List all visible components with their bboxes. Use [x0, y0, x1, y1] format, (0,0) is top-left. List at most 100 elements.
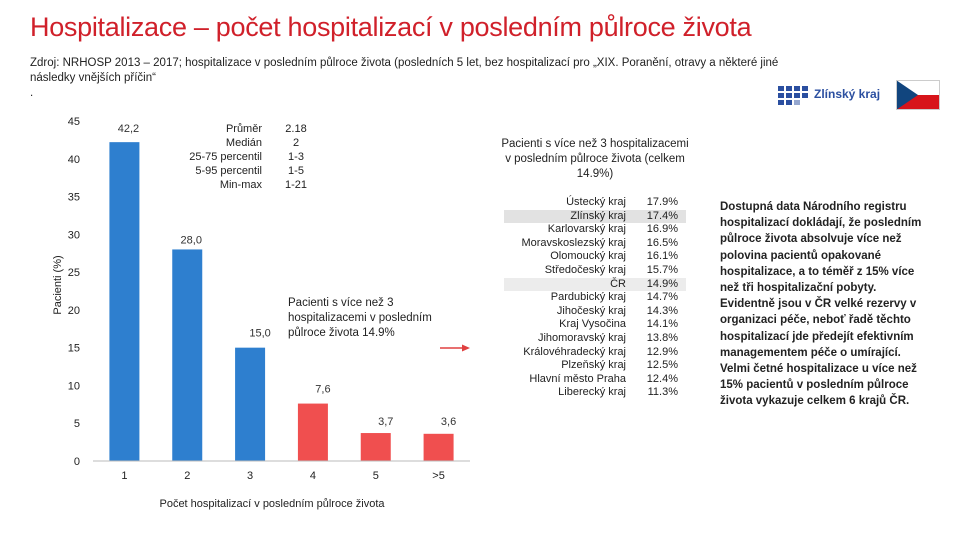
summary-stat-values: 2.18 2 1-3 1-5 1-21: [278, 122, 314, 192]
note-line: 15% pacientů v posledním půlroce: [720, 379, 909, 392]
x-tick-label: 2: [184, 470, 190, 482]
commentary-text: Dostupná data Národního registru hospita…: [720, 199, 934, 410]
x-tick-label: >5: [432, 470, 445, 482]
region-row: Středočeský kraj 15.7%: [504, 264, 686, 278]
stat-value-median: 2: [292, 137, 300, 149]
region-name: Karlovarský kraj: [547, 223, 626, 236]
region-row: Kraj Vysočina 14.1%: [504, 318, 686, 332]
source-note: Zdroj: NRHOSP 2013 – 2017; hospitalizace…: [30, 56, 870, 101]
summary-stat-labels: Průměr Medián 25-75 percentil 5-95 perce…: [170, 122, 262, 192]
region-value: 14.9%: [640, 277, 686, 292]
page-title: Hospitalizace – počet hospitalizací v po…: [30, 12, 752, 42]
note-line: života vykazuje celkem 6 krajů ČR.: [720, 395, 910, 408]
bar-value-label: 28,0: [181, 234, 202, 246]
region-value: 17.9%: [646, 196, 678, 208]
czech-flag-icon: [896, 80, 940, 110]
y-tick-label: 5: [74, 418, 80, 430]
region-row: Karlovarský kraj 16.9%: [504, 223, 686, 237]
bar-value-label: 15,0: [249, 328, 270, 340]
x-axis-title: Počet hospitalizací v posledním půlroce …: [159, 498, 385, 510]
y-tick-label: 45: [68, 116, 80, 128]
chart-annotation: Pacienti s více než 3 hospitalizacemi v …: [288, 297, 432, 339]
x-tick-label: 4: [310, 470, 316, 482]
callout-arrow-icon: [462, 344, 470, 352]
bar-value-label: 3,7: [378, 416, 393, 428]
region-row: Ústecký kraj 17.9%: [504, 196, 686, 210]
stat-value-iqr: 1-3: [288, 151, 304, 163]
region-value: 11.3%: [647, 386, 678, 399]
bar: [109, 142, 140, 461]
region-value: 16.5%: [646, 236, 678, 249]
y-tick-label: 10: [68, 380, 80, 392]
region-value: 12.4%: [646, 372, 678, 385]
x-tick-label: 1: [121, 470, 127, 482]
stat-value-p5-95: 1-5: [288, 165, 304, 177]
region-name: ČR: [504, 277, 640, 292]
region-value: 16.1%: [646, 250, 678, 263]
region-value: 12.9%: [646, 345, 678, 358]
region-name: Jihočeský kraj: [556, 304, 626, 317]
region-name: Středočeský kraj: [544, 263, 626, 276]
x-tick-label: 5: [373, 470, 379, 482]
region-row: Jihočeský kraj 14.3%: [504, 305, 686, 319]
region-row: Plzeňský kraj 12.5%: [504, 359, 686, 373]
y-tick-label: 40: [68, 154, 80, 166]
region-name: Plzeňský kraj: [561, 359, 626, 372]
note-line: hospitalizace, a to téměř z 15% více: [720, 265, 915, 278]
region-row: Hlavní město Praha 12.4%: [504, 373, 686, 387]
y-tick-label: 35: [68, 192, 80, 204]
region-row: Královéhradecký kraj 12.9%: [504, 346, 686, 360]
bars: 42,2 28,0 15,0 7,6 3,7 3,6: [109, 123, 456, 461]
region-value: 15.7%: [646, 263, 678, 276]
region-name: Hlavní město Praha: [529, 372, 626, 385]
region-value: 16.9%: [646, 223, 678, 236]
note-line: organizaci péče, neboť řadě těchto: [720, 314, 911, 327]
region-value: 14.7%: [646, 291, 678, 304]
note-line: Evidentně jsou v ČR velké rezervy v: [720, 298, 917, 311]
region-value: 17.4%: [640, 209, 686, 224]
y-tick-label: 25: [68, 267, 80, 279]
regions-title: Pacienti s více než 3 hospitalizacemi v …: [501, 138, 689, 180]
region-name: Liberecký kraj: [558, 386, 626, 399]
stat-label-minmax: Min-max: [219, 179, 262, 191]
stat-value-minmax: 1-21: [284, 179, 308, 191]
region-name: Moravskoslezský kraj: [521, 236, 626, 249]
note-line: hospitalizací jde předejít efektivním: [720, 330, 914, 343]
region-row: ČR 14.9%: [504, 277, 686, 292]
source-line-2: následky vnějších příčin“: [30, 72, 156, 84]
bar: [172, 249, 203, 461]
bar-value-label: 42,2: [118, 123, 139, 135]
logo-text: Zlínský kraj: [814, 87, 881, 101]
region-row: Jihomoravský kraj 13.8%: [504, 332, 686, 346]
y-tick-label: 30: [68, 229, 80, 241]
bar: [297, 403, 328, 461]
regions-table: Ústecký kraj 17.9% Zlínský kraj 17.4% Karlov…: [504, 196, 686, 400]
note-line: Dostupná data Národního registru: [720, 201, 907, 213]
note-line: managementem péče o umírající.: [720, 346, 901, 359]
y-axis: 0 5 10 15 20 25 30 35 40 45: [68, 116, 80, 468]
stat-label-mean: Průměr: [225, 123, 262, 135]
x-tick-label: 3: [247, 470, 253, 482]
y-tick-label: 20: [68, 305, 80, 317]
region-value: 14.3%: [646, 304, 678, 317]
region-name: Královéhradecký kraj: [523, 345, 626, 358]
region-row: Liberecký kraj 11.3%: [504, 386, 686, 400]
region-row: Moravskoslezský kraj 16.5%: [504, 237, 686, 251]
region-value: 12.5%: [646, 359, 678, 372]
stat-label-p5-95: 5-95 percentil: [195, 165, 262, 177]
source-line-1: Zdroj: NRHOSP 2013 – 2017; hospitalizace…: [30, 57, 779, 69]
zlinsky-kraj-logo: Zlínský kraj: [778, 80, 942, 110]
region-row: Zlínský kraj 17.4%: [504, 209, 686, 224]
y-axis-title: Pacienti (%): [52, 255, 64, 314]
bar-value-label: 7,6: [315, 384, 330, 396]
bar-value-label: 3,6: [441, 416, 456, 428]
stat-label-median: Medián: [225, 137, 262, 149]
bar: [423, 433, 454, 461]
region-name: Ústecký kraj: [566, 196, 626, 208]
x-axis: 1 2 3 4 5 >5: [93, 460, 470, 482]
bar: [235, 347, 266, 461]
note-line: půlroce života absolvuje více než: [720, 233, 902, 246]
region-name: Kraj Vysočina: [559, 318, 626, 331]
region-name: Jihomoravský kraj: [537, 331, 626, 344]
